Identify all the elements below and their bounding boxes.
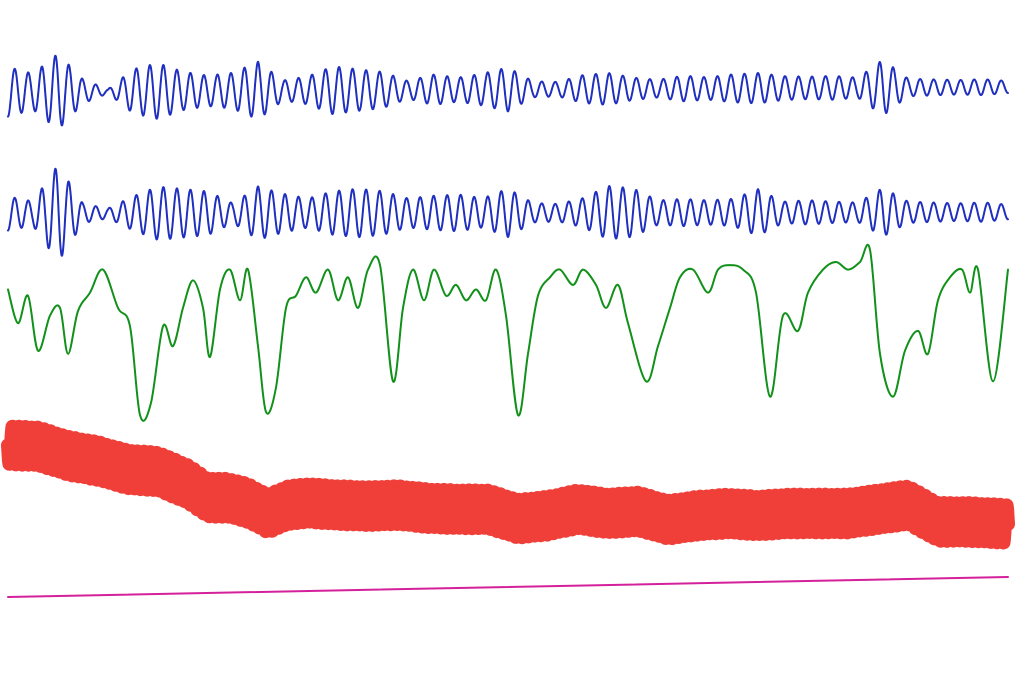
- trace-band-trace4: [1, 419, 1015, 550]
- trace-band-4: [1, 419, 1015, 550]
- trace-band-1: [7, 54, 1009, 127]
- trace-band-5: [7, 576, 1009, 598]
- trace-line-trace2: [7, 167, 1009, 257]
- trace-line-trace5: [7, 576, 1009, 598]
- trace-line-trace1: [7, 54, 1009, 127]
- trace-band-2: [7, 167, 1009, 257]
- trace-line-trace3: [7, 243, 1009, 422]
- trace-band-3: [7, 243, 1009, 422]
